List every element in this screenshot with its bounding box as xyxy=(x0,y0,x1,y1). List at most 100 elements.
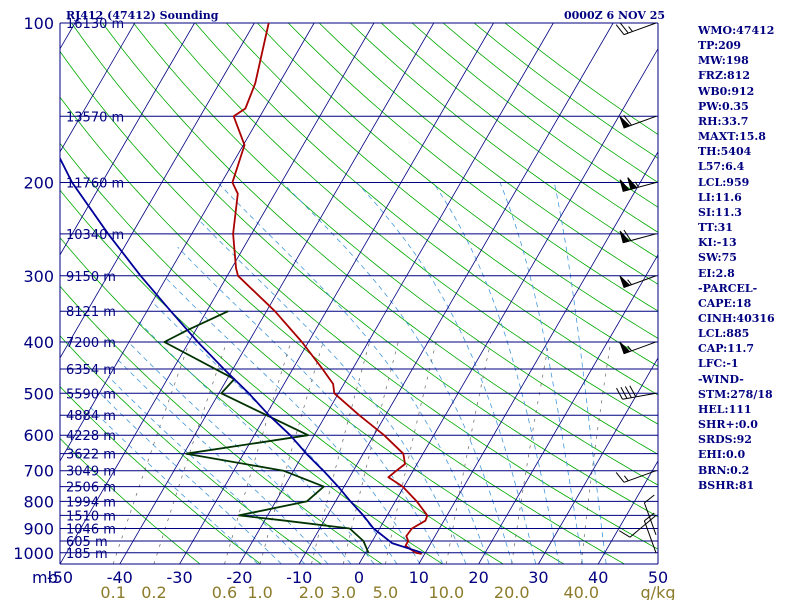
dry-adiabat xyxy=(60,189,504,564)
temperature-tick-label: 20 xyxy=(468,568,488,587)
wind-barb xyxy=(619,275,657,289)
pressure-tick-label: 700 xyxy=(23,462,54,481)
dry-adiabat xyxy=(60,237,443,564)
temperature-tick-label: -50 xyxy=(47,568,73,587)
dry-adiabat xyxy=(257,23,658,339)
sounding-index: HEL:111 xyxy=(698,402,752,416)
isotherm xyxy=(60,23,315,462)
mixing-ratio-label: 10.0 xyxy=(429,583,465,600)
isotherm xyxy=(119,23,435,564)
sounding-index: -PARCEL- xyxy=(698,281,758,295)
pressure-tick-label: 400 xyxy=(23,333,54,352)
moist-adiabat xyxy=(163,275,421,564)
height-label: 1046 m xyxy=(66,523,116,538)
height-label: 3622 m xyxy=(66,448,116,463)
wind-barb xyxy=(616,385,657,400)
barb-half-flag xyxy=(627,279,632,285)
sounding-index: LCL:885 xyxy=(698,327,750,341)
isotherm xyxy=(358,47,658,564)
temperature-trace xyxy=(231,23,429,555)
moist-adiabat xyxy=(108,376,305,564)
moist-adiabat xyxy=(97,390,282,564)
wind-barb xyxy=(643,494,657,536)
dry-adiabat xyxy=(287,23,658,312)
barb-pennant xyxy=(619,341,631,355)
barb-half-flag xyxy=(634,181,640,188)
temperature-tick-label: -30 xyxy=(167,568,193,587)
wind-barb xyxy=(619,229,657,244)
barb-pennant xyxy=(627,177,638,190)
mixing-ratio-label: 2.0 xyxy=(299,583,324,600)
temperature-tick-label: 10 xyxy=(409,568,429,587)
barb-pennant xyxy=(619,179,630,192)
pressure-tick-label: 300 xyxy=(23,267,54,286)
chart-title: RJ412 (47412) Sounding xyxy=(66,9,219,22)
sounding-index: LI:11.6 xyxy=(698,190,742,204)
mixing-ratio-line xyxy=(580,341,612,564)
temperature-tick-label: -40 xyxy=(107,568,133,587)
barb-flag xyxy=(623,114,632,126)
barb-pennant xyxy=(619,116,631,129)
moist-adiabat xyxy=(89,406,259,564)
sounding-index: TT:31 xyxy=(698,221,733,235)
height-label: 16130 m xyxy=(66,17,124,32)
mixing-ratio-line xyxy=(224,341,292,564)
moist-adiabat xyxy=(137,320,375,564)
temperature-tick-label: -20 xyxy=(226,568,252,587)
sounding-index: PW:0.35 xyxy=(698,99,749,113)
sounding-index: SHR+:0.0 xyxy=(698,418,758,432)
sounding-index: CAPE:18 xyxy=(698,296,752,310)
height-label: 7200 m xyxy=(66,336,116,351)
barb-flag xyxy=(615,24,625,35)
barb-half-flag xyxy=(627,345,632,352)
sounding-index: -WIND- xyxy=(698,372,744,386)
barb-flag xyxy=(616,387,623,400)
dry-adiabat xyxy=(60,437,201,564)
pressure-tick-label: 800 xyxy=(23,492,54,511)
wind-barb xyxy=(643,512,657,553)
barb-half-flag xyxy=(628,26,633,32)
height-label: 4228 m xyxy=(66,429,116,444)
pressure-unit-label: mb xyxy=(32,568,58,587)
pressure-tick-label: 100 xyxy=(23,14,54,33)
sounding-index: MW:198 xyxy=(698,54,749,68)
barb-flag xyxy=(615,472,625,483)
height-label: 3049 m xyxy=(66,465,116,480)
barb-flag xyxy=(644,494,655,504)
isotherm xyxy=(60,23,375,564)
barb-flag xyxy=(620,22,629,34)
height-label: 1994 m xyxy=(66,495,116,510)
mixing-ratio-label: 0.1 xyxy=(100,583,125,600)
barb-flag xyxy=(624,386,632,398)
height-label: 10340 m xyxy=(66,228,124,243)
dry-adiabat xyxy=(60,50,658,550)
isotherm xyxy=(60,23,195,256)
sounding-index: SW:75 xyxy=(698,251,737,265)
sounding-index: LCL:959 xyxy=(698,175,750,189)
barb-staff xyxy=(623,22,657,36)
mixing-ratio-unit: g/kg xyxy=(641,583,676,600)
sounding-index: CINH:40316 xyxy=(698,311,775,325)
wind-barb xyxy=(618,514,657,538)
sounding-index: TH:5404 xyxy=(698,145,752,159)
mixing-ratio-label: 5.0 xyxy=(373,583,398,600)
wind-barb xyxy=(615,470,657,483)
parcel-trace xyxy=(60,156,423,554)
barb-flag xyxy=(623,229,632,241)
pressure-tick-label: 500 xyxy=(23,384,54,403)
wind-barb xyxy=(619,341,657,355)
height-label: 185 m xyxy=(66,547,108,562)
mixing-ratio-line xyxy=(311,341,370,564)
sounding-index: TP:209 xyxy=(698,39,742,53)
isotherm xyxy=(538,357,658,564)
pressure-tick-label: 200 xyxy=(23,173,54,192)
isotherm xyxy=(418,151,658,564)
height-label: 9150 m xyxy=(66,270,116,285)
temperature-tick-label: -10 xyxy=(286,568,312,587)
wind-barb xyxy=(619,114,657,129)
barb-flag xyxy=(629,385,637,398)
dry-adiabat xyxy=(133,23,658,455)
pressure-tick-label: 600 xyxy=(23,426,54,445)
sounding-index: LFC:-1 xyxy=(698,357,739,371)
